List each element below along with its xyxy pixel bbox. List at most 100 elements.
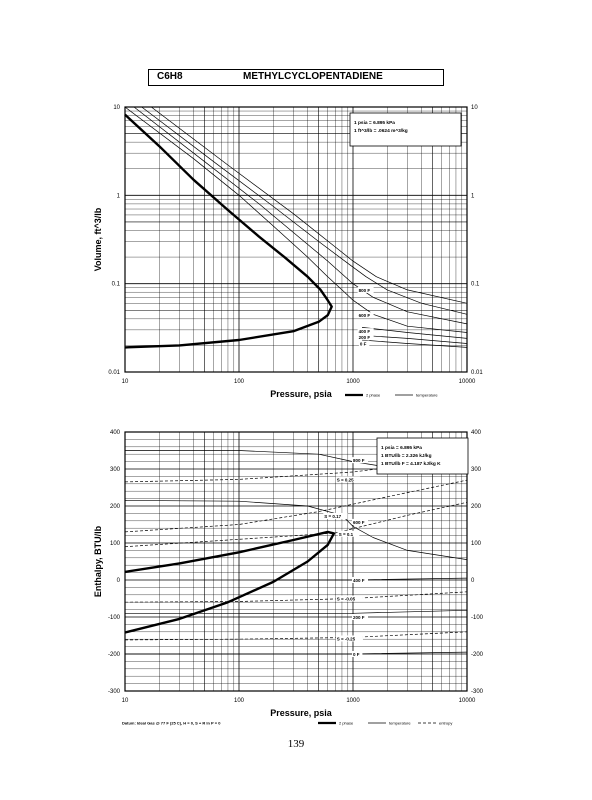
x-tick-label: 1000 [346, 379, 360, 385]
isotherm-label: 800 F [359, 288, 371, 293]
x-tick-label: 100 [234, 379, 245, 385]
entropy-label: S = 0.25 [337, 477, 354, 482]
isotherm-curve [125, 609, 468, 614]
label-bg [352, 614, 368, 620]
y-tick-label-right: 1 [471, 193, 475, 199]
entropy-label: S = 0.1 [339, 532, 354, 537]
x-tick-label: 10 [122, 379, 129, 385]
label-bg [357, 333, 374, 340]
y-tick-label: -100 [108, 615, 121, 621]
y-tick-label-right: 400 [471, 430, 482, 436]
compound-name: METHYLCYCLOPENTADIENE [243, 71, 383, 82]
x-tick-label: 10000 [459, 379, 476, 385]
y-tick-label: 100 [110, 541, 121, 547]
isotherm-label: 0 F [353, 652, 360, 657]
y-tick-label: 1 [117, 193, 121, 199]
entropy-curve [124, 501, 468, 548]
curves [124, 450, 468, 655]
conversion-note: 1 BTU/lb F = 4.187 kJ/kg K [381, 461, 441, 467]
y-tick-label-right: 0.1 [471, 282, 480, 288]
label-bg [337, 530, 360, 537]
label-bg [358, 340, 370, 347]
y-tick-label: 200 [110, 504, 121, 510]
y-tick-label-right: -300 [471, 689, 484, 695]
legend-label: temperature [416, 393, 438, 398]
isotherm-curve [151, 106, 468, 304]
label-bg [352, 577, 368, 583]
label-bg [335, 476, 361, 483]
entropy-label: S = 0.17 [324, 514, 341, 519]
isotherm-curve [141, 106, 468, 315]
y-tick-label-right: -200 [471, 652, 484, 658]
label-bg [323, 512, 348, 519]
y-tick-label: 400 [110, 430, 121, 436]
curves [124, 106, 468, 349]
x-tick-label: 1000 [346, 698, 360, 704]
y-tick-label: -300 [108, 689, 121, 695]
label-bg [352, 651, 363, 657]
y-axis-title: Enthalpy, BTU/lb [93, 525, 103, 597]
entropy-label: S = -0.05 [337, 597, 356, 602]
datum-note: Datum: Ideal Gas @ 77 F (25 C), H = 0, S… [122, 721, 221, 726]
isotherm-label: 400 F [353, 578, 365, 583]
y-tick-label: -200 [108, 652, 121, 658]
x-axis-title: Pressure, psia [270, 389, 333, 399]
grid [124, 106, 468, 373]
conversion-note-box [376, 437, 469, 475]
y-tick-label-right: -100 [471, 615, 484, 621]
isotherm-label: 800 F [353, 458, 365, 463]
y-tick-label: 0.01 [108, 370, 120, 376]
isotherm-label: 400 F [359, 329, 371, 334]
y-tick-label-right: 200 [471, 504, 482, 510]
isotherm-label: 600 F [359, 313, 371, 318]
legend-label: 2 phase [339, 721, 354, 726]
x-axis-title: Pressure, psia [270, 708, 333, 718]
legend-label: 2 phase [366, 393, 381, 398]
y-tick-label-right: 0.01 [471, 370, 483, 376]
conversion-note: 1 psia = 6.895 kPa [381, 445, 422, 451]
x-tick-label: 10000 [459, 698, 476, 704]
page-number: 139 [287, 738, 305, 750]
label-bg [335, 595, 363, 602]
isotherm-label: 200 F [359, 335, 371, 340]
conversion-note: 1 BTU/lb = 2.326 kJ/kg [381, 453, 432, 459]
isotherm-curve [361, 327, 468, 339]
two-phase-curve [124, 530, 336, 634]
isotherm-label: 0 F [360, 342, 367, 347]
isotherm-curve [124, 500, 468, 560]
x-tick-label: 100 [234, 698, 245, 704]
y-tick-label-right: 100 [471, 541, 482, 547]
label-bg [357, 312, 374, 319]
x-tick-label: 10 [122, 698, 129, 704]
y-tick-label-right: 0 [471, 578, 475, 584]
entropy-label: S = -0.25 [337, 636, 356, 641]
conversion-note-box [349, 112, 462, 147]
label-bg [352, 518, 368, 525]
label-bg [335, 635, 363, 642]
y-tick-label: 0 [117, 578, 121, 584]
y-tick-label: 10 [113, 105, 120, 111]
plot-frame [124, 431, 468, 692]
label-bg [357, 328, 374, 335]
isotherm-curve [133, 106, 468, 325]
y-tick-label: 300 [110, 467, 121, 473]
isotherm-label: 200 F [353, 615, 365, 620]
compound-formula: C6H8 [157, 71, 183, 82]
label-bg [352, 457, 368, 464]
isotherm-curve [361, 339, 468, 348]
isotherm-curve [361, 334, 468, 344]
label-bg [357, 286, 374, 293]
plot-frame [124, 106, 468, 373]
legend-label: temperature [389, 721, 411, 726]
compound-title-box: C6H8 METHYLCYCLOPENTADIENE [148, 69, 444, 86]
entropy-curve [124, 591, 468, 603]
entropy-curve [124, 631, 468, 641]
conversion-note: 1 ft^3/lb = .0624 m^3/kg [354, 128, 408, 134]
y-tick-label: 0.1 [112, 282, 121, 288]
chart-2: 800 F 600 F 400 F 200 F 0 F S = 0.25 S = 0.17 S… [93, 430, 484, 726]
y-tick-label-right: 300 [471, 467, 482, 473]
isotherm-curve [124, 106, 468, 333]
conversion-note: 1 psia = 6.895 kPa [354, 120, 395, 126]
